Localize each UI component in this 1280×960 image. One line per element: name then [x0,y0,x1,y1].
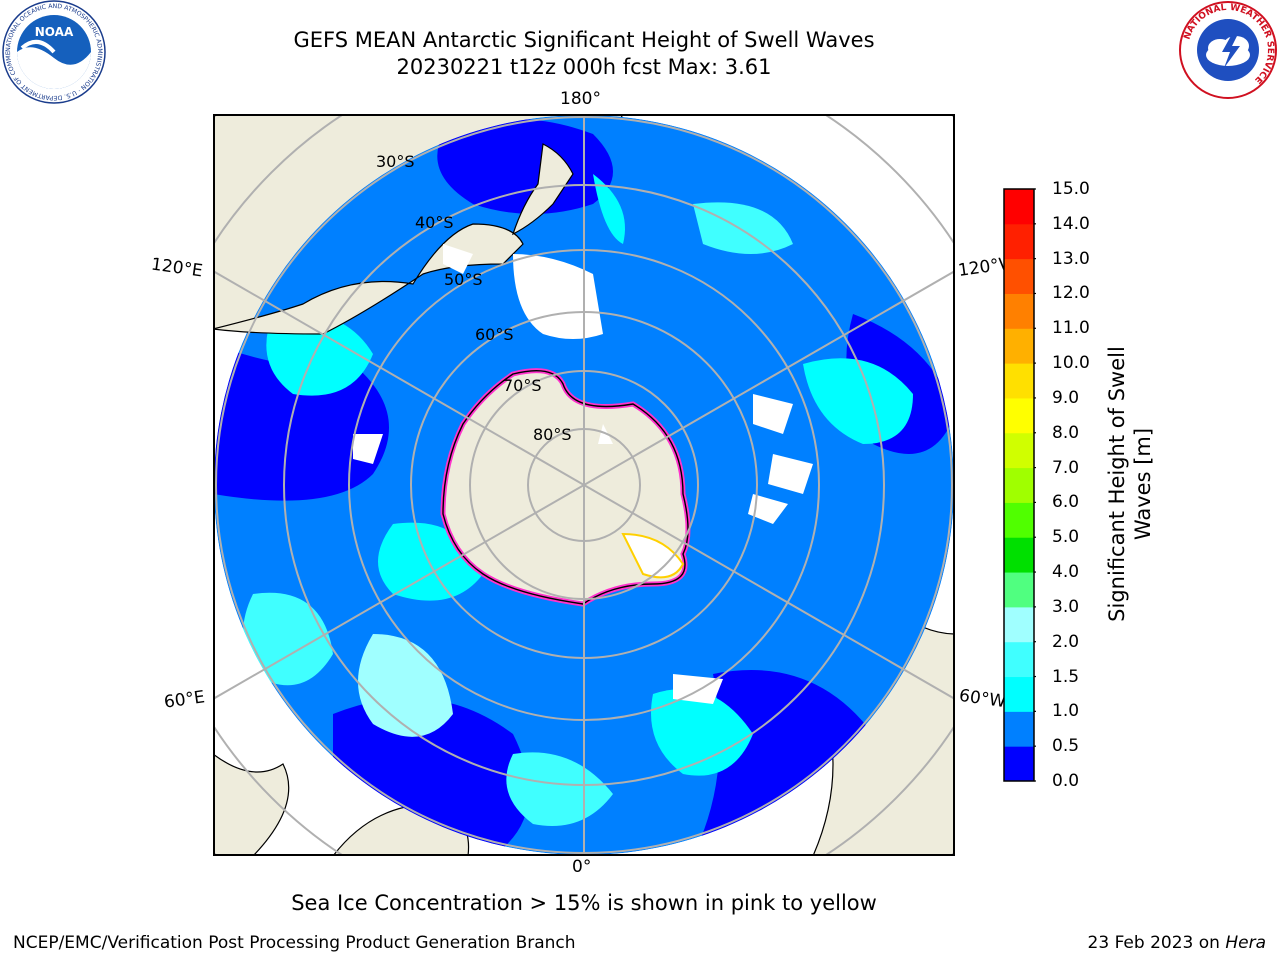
colorbar-swatch [1004,363,1034,399]
colorbar-swatch [1004,676,1034,712]
colorbar-swatch [1004,432,1034,469]
sea-ice-note: Sea Ice Concentration > 15% is shown in … [291,891,877,915]
lat-label-40s: 40°S [415,213,454,232]
credit-branch: NCEP/EMC/Verification Post Processing Pr… [13,933,576,953]
noaa-logo: NATIONAL OCEANIC AND ATMOSPHERIC ADMINIS… [2,0,106,104]
nws-logo: NATIONAL WEATHER SERVICE [1179,1,1277,99]
lon-label-120e: 120°E [149,254,204,282]
colorbar-tick-label: 8.0 [1052,422,1080,443]
colorbar-tick-label: 5.0 [1052,527,1080,548]
lon-label-60w: 60°W [957,685,1008,713]
colorbar-tick-label: 12.0 [1052,283,1090,304]
colorbar-swatch [1004,746,1034,782]
colorbar-tick-label: 3.0 [1052,596,1080,617]
colorbar [1003,188,1036,782]
colorbar-tick-label: 9.0 [1052,387,1080,408]
colorbar-swatch [1004,502,1034,538]
lat-label-80s: 80°S [533,425,572,444]
colorbar-tick-label: 6.0 [1052,492,1080,513]
colorbar-swatch [1004,397,1034,434]
lat-label-60s: 60°S [475,325,514,344]
colorbar-tick-label: 11.0 [1052,318,1090,339]
colorbar-tick-label: 1.0 [1052,701,1080,722]
svg-text:NOAA: NOAA [35,25,74,39]
map-subtitle: 20230221 t12z 000h fcst Max: 3.61 [396,55,772,79]
colorbar-swatch [1004,189,1034,225]
antarctic-swell-map [213,114,955,856]
colorbar-border [1003,188,1035,782]
credit-date-machine: 23 Feb 2023 on Hera [1088,933,1266,953]
colorbar-tick-label: 2.0 [1052,631,1080,652]
lat-label-30s: 30°S [376,152,415,171]
antarctica [440,368,691,607]
colorbar-tick-label: 1.5 [1052,666,1080,687]
lat-label-70s: 70°S [503,376,542,395]
lon-label-60e: 60°E [162,687,207,713]
colorbar-tick-label: 10.0 [1052,353,1090,374]
lon-label-0: 0° [572,857,592,877]
credit-date: 23 Feb 2023 [1087,933,1194,953]
colorbar-label: Significant Height of Swell Waves [m] [1105,346,1155,622]
colorbar-swatch [1004,711,1034,747]
lat-label-50s: 50°S [444,270,483,289]
map-frame [213,114,955,856]
colorbar-swatch [1004,328,1034,364]
credit-machine: Hera [1225,933,1266,953]
colorbar-swatch [1004,572,1034,608]
colorbar-tick-label: 15.0 [1052,179,1090,199]
colorbar-tick-label: 7.0 [1052,457,1080,478]
colorbar-tick-label: 0.0 [1052,771,1080,791]
credit-on: on [1198,933,1220,953]
colorbar-swatch [1004,467,1034,503]
colorbar-swatch [1004,537,1034,573]
colorbar-swatch [1004,606,1034,643]
colorbar-swatch [1004,641,1034,678]
colorbar-swatch [1004,293,1034,329]
map-title: GEFS MEAN Antarctic Significant Height o… [293,28,875,52]
colorbar-swatch [1004,223,1034,260]
colorbar-tick-label: 13.0 [1052,248,1090,269]
graticule [214,115,954,855]
lon-label-180: 180° [560,89,601,109]
colorbar-tick-label: 4.0 [1052,562,1080,583]
colorbar-swatch [1004,258,1034,294]
colorbar-tick-label: 14.0 [1052,213,1090,234]
colorbar-tick-label: 0.5 [1052,736,1080,757]
